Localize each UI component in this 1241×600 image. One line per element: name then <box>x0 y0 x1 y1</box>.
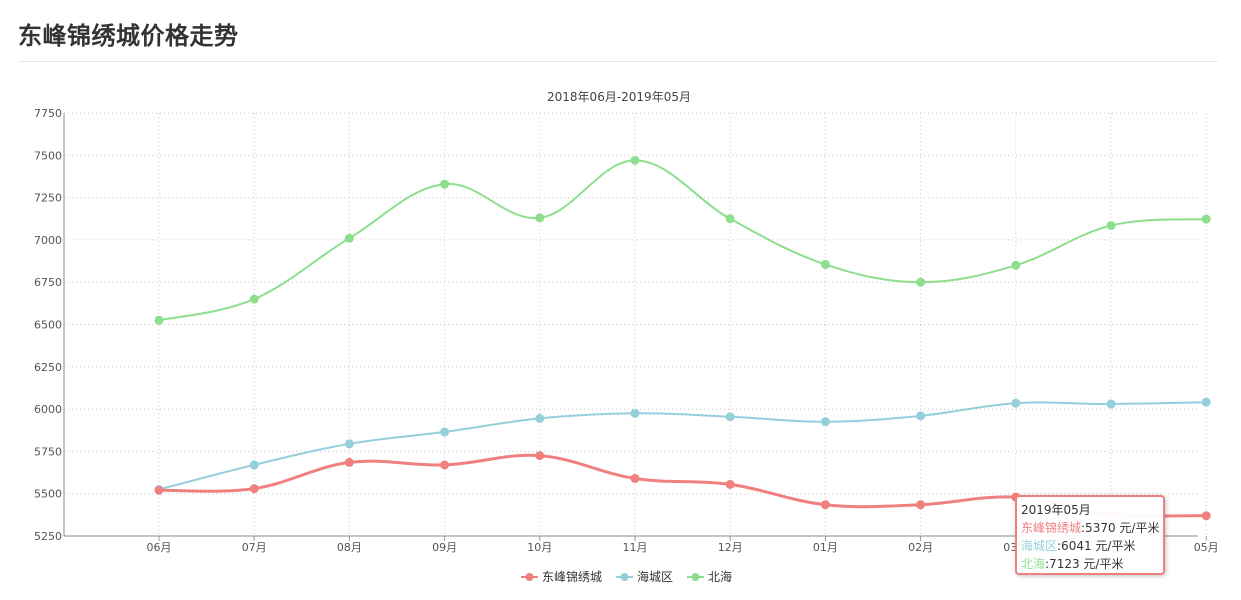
x-tick-label: 08月 <box>337 541 362 554</box>
y-tick-label: 5500 <box>34 488 62 501</box>
data-point-beihai <box>916 277 926 287</box>
data-point-haicheng-district <box>535 413 545 423</box>
data-point-beihai <box>535 213 545 223</box>
data-point-dongfeng-jinxiucheng <box>440 460 450 470</box>
x-tick-label: 06月 <box>147 541 172 554</box>
y-tick-label: 7500 <box>34 149 62 162</box>
tooltip-row-beihai: 北海:7123 元/平米 <box>1021 555 1159 573</box>
data-point-dongfeng-jinxiucheng <box>630 473 640 483</box>
series-line-beihai <box>158 159 1207 322</box>
data-point-haicheng-district <box>1106 399 1116 409</box>
legend-item-dongfeng-jinxiucheng: 东峰锦绣城 <box>542 570 602 584</box>
data-point-beihai <box>820 259 830 269</box>
tooltip-series-name: 北海 <box>1021 557 1046 571</box>
y-tick-label: 6750 <box>34 276 62 289</box>
legend-marker <box>525 573 534 581</box>
x-tick-label: 11月 <box>623 541 648 554</box>
data-point-beihai <box>725 214 735 224</box>
data-point-beihai <box>440 179 450 189</box>
data-point-dongfeng-jinxiucheng <box>916 500 926 510</box>
data-point-haicheng-district <box>249 460 259 470</box>
data-point-beihai <box>1011 260 1021 270</box>
x-tick-label: 02月 <box>908 541 933 554</box>
legend-marker <box>691 573 700 581</box>
y-tick-label: 6000 <box>34 403 62 416</box>
data-point-haicheng-district <box>630 408 640 418</box>
x-tick-label: 09月 <box>432 541 457 554</box>
y-tick-label: 7750 <box>34 107 62 120</box>
tooltip-series-value: :5370 元/平米 <box>1081 521 1160 535</box>
tooltip-row-dongfeng: 东峰锦绣城:5370 元/平米 <box>1021 519 1159 537</box>
data-point-dongfeng-jinxiucheng <box>820 500 830 510</box>
y-tick-label: 7000 <box>34 234 62 247</box>
y-tick-label: 6250 <box>34 361 62 374</box>
y-tick-label: 7250 <box>34 192 62 205</box>
data-point-haicheng-district <box>1011 398 1021 408</box>
data-point-haicheng-district <box>1201 397 1211 407</box>
data-point-dongfeng-jinxiucheng <box>344 457 354 467</box>
data-point-haicheng-district <box>820 417 830 427</box>
tooltip-header: 2019年05月 <box>1021 503 1091 517</box>
data-point-beihai <box>249 294 259 304</box>
x-tick-label: 10月 <box>527 541 552 554</box>
tooltip-series-name: 东峰锦绣城 <box>1021 521 1082 535</box>
data-point-haicheng-district <box>725 412 735 422</box>
data-point-beihai <box>1201 214 1211 224</box>
chart-subtitle: 2018年06月-2019年05月 <box>547 90 691 104</box>
data-point-beihai <box>1106 221 1116 231</box>
tooltip-series-name: 海城区 <box>1021 539 1058 553</box>
series-line-haicheng-district <box>158 401 1207 491</box>
x-tick-label: 05月 <box>1194 541 1219 554</box>
data-point-dongfeng-jinxiucheng <box>535 451 545 461</box>
legend-item-haicheng-district: 海城区 <box>637 569 673 584</box>
data-point-haicheng-district <box>440 427 450 437</box>
x-tick-label: 12月 <box>718 541 743 554</box>
data-point-beihai <box>630 155 640 165</box>
title-divider <box>18 61 1218 62</box>
chart-tooltip: 2019年05月 东峰锦绣城:5370 元/平米 海城区:6041 元/平米 北… <box>1015 495 1165 575</box>
legend-marker <box>620 573 629 581</box>
data-point-haicheng-district <box>344 439 354 449</box>
tooltip-series-value: :6041 元/平米 <box>1057 539 1136 553</box>
page-title: 东峰锦绣城价格走势 <box>18 22 239 50</box>
y-tick-label: 5750 <box>34 445 62 458</box>
data-point-dongfeng-jinxiucheng <box>1201 511 1211 521</box>
data-point-dongfeng-jinxiucheng <box>154 485 164 495</box>
y-tick-label: 5250 <box>34 530 62 543</box>
legend-item-beihai: 北海 <box>708 569 732 584</box>
x-tick-label: 07月 <box>242 541 267 554</box>
data-point-dongfeng-jinxiucheng <box>725 479 735 489</box>
data-point-haicheng-district <box>916 411 926 421</box>
data-point-beihai <box>344 233 354 243</box>
data-point-dongfeng-jinxiucheng <box>249 484 259 494</box>
tooltip-series-value: :7123 元/平米 <box>1045 557 1124 571</box>
data-point-beihai <box>154 315 164 325</box>
y-tick-label: 6500 <box>34 319 62 332</box>
x-tick-label: 01月 <box>813 541 838 554</box>
tooltip-row-haicheng: 海城区:6041 元/平米 <box>1021 537 1159 555</box>
